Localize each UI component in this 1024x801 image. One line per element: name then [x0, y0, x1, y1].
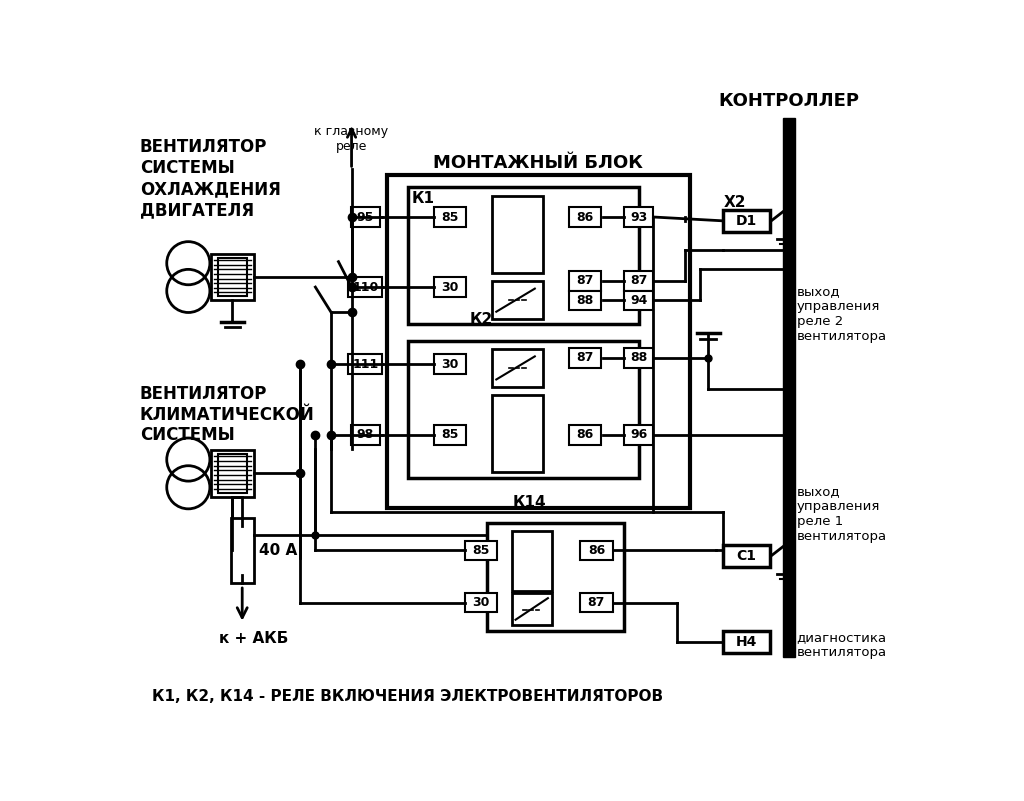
Bar — [493, 395, 543, 472]
Bar — [625, 425, 653, 445]
Bar — [408, 187, 639, 324]
Text: 88: 88 — [577, 294, 594, 307]
Bar — [581, 541, 612, 560]
Bar — [625, 348, 653, 368]
Bar — [211, 254, 254, 300]
Text: К2: К2 — [469, 312, 493, 327]
Text: D1: D1 — [736, 214, 757, 227]
Bar — [568, 207, 601, 227]
Text: 86: 86 — [588, 544, 605, 557]
Text: К1: К1 — [412, 191, 434, 206]
Text: 86: 86 — [577, 211, 594, 223]
Text: Х2: Х2 — [724, 195, 745, 210]
Bar — [434, 425, 466, 445]
Bar — [465, 541, 497, 560]
Bar — [211, 450, 254, 497]
Text: К1, К2, К14 - РЕЛЕ ВКЛЮЧЕНИЯ ЭЛЕКТРОВЕНТИЛЯТОРОВ: К1, К2, К14 - РЕЛЕ ВКЛЮЧЕНИЯ ЭЛЕКТРОВЕНТ… — [153, 689, 664, 704]
Text: выход
управления
реле 2
вентилятора: выход управления реле 2 вентилятора — [797, 285, 887, 343]
Text: диагностика
вентилятора: диагностика вентилятора — [797, 631, 887, 659]
Text: к + АКБ: к + АКБ — [219, 631, 289, 646]
Bar — [493, 281, 543, 320]
Text: 85: 85 — [441, 429, 459, 441]
Bar — [512, 593, 552, 625]
Text: 30: 30 — [441, 357, 459, 371]
Text: 85: 85 — [472, 544, 489, 557]
Bar — [434, 277, 466, 296]
Bar — [348, 355, 382, 374]
Bar — [351, 207, 380, 227]
Bar — [434, 207, 466, 227]
Text: 87: 87 — [577, 275, 594, 288]
Bar — [408, 341, 639, 478]
Text: 110: 110 — [352, 280, 379, 294]
Text: 87: 87 — [630, 275, 647, 288]
Text: 98: 98 — [356, 429, 374, 441]
Text: 85: 85 — [441, 211, 459, 223]
Bar — [568, 272, 601, 291]
Bar — [465, 594, 497, 613]
Bar — [512, 531, 552, 591]
Text: выход
управления
реле 1
вентилятора: выход управления реле 1 вентилятора — [797, 485, 887, 543]
Bar — [217, 258, 247, 296]
Text: К14: К14 — [513, 494, 546, 509]
Text: КОНТРОЛЛЕР: КОНТРОЛЛЕР — [719, 92, 859, 110]
Bar — [724, 545, 770, 566]
Text: 30: 30 — [441, 280, 459, 294]
Bar — [387, 175, 689, 508]
Bar — [434, 355, 466, 374]
Text: к главному
реле: к главному реле — [314, 126, 389, 153]
Bar — [568, 425, 601, 445]
Text: С1: С1 — [736, 549, 757, 563]
Text: МОНТАЖНЫЙ БЛОК: МОНТАЖНЫЙ БЛОК — [433, 154, 643, 171]
Text: 87: 87 — [577, 352, 594, 364]
Text: 30: 30 — [472, 596, 489, 610]
Bar — [724, 631, 770, 653]
Bar — [625, 272, 653, 291]
Text: 111: 111 — [352, 357, 379, 371]
Text: 96: 96 — [630, 429, 647, 441]
Bar — [581, 594, 612, 613]
Text: 40 А: 40 А — [259, 543, 297, 558]
Text: 95: 95 — [356, 211, 374, 223]
Text: 94: 94 — [630, 294, 647, 307]
Text: 86: 86 — [577, 429, 594, 441]
Bar — [493, 348, 543, 387]
Bar — [625, 291, 653, 310]
Text: ВЕНТИЛЯТОР
КЛИМАТИЧЕСКОЙ
СИСТЕМЫ: ВЕНТИЛЯТОР КЛИМАТИЧЕСКОЙ СИСТЕМЫ — [140, 384, 314, 445]
Text: Н4: Н4 — [736, 635, 757, 649]
Bar — [217, 454, 247, 493]
Bar — [230, 518, 254, 583]
Bar — [493, 196, 543, 273]
Bar — [625, 207, 653, 227]
Text: 87: 87 — [588, 596, 605, 610]
Bar — [351, 425, 380, 445]
Bar — [348, 277, 382, 296]
Bar — [724, 210, 770, 231]
Text: 88: 88 — [630, 352, 647, 364]
Bar — [782, 118, 795, 657]
Bar — [568, 348, 601, 368]
Bar — [568, 291, 601, 310]
Bar — [487, 524, 625, 631]
Text: ВЕНТИЛЯТОР
СИСТЕМЫ
ОХЛАЖДЕНИЯ
ДВИГАТЕЛЯ: ВЕНТИЛЯТОР СИСТЕМЫ ОХЛАЖДЕНИЯ ДВИГАТЕЛЯ — [140, 139, 281, 219]
Text: 93: 93 — [630, 211, 647, 223]
